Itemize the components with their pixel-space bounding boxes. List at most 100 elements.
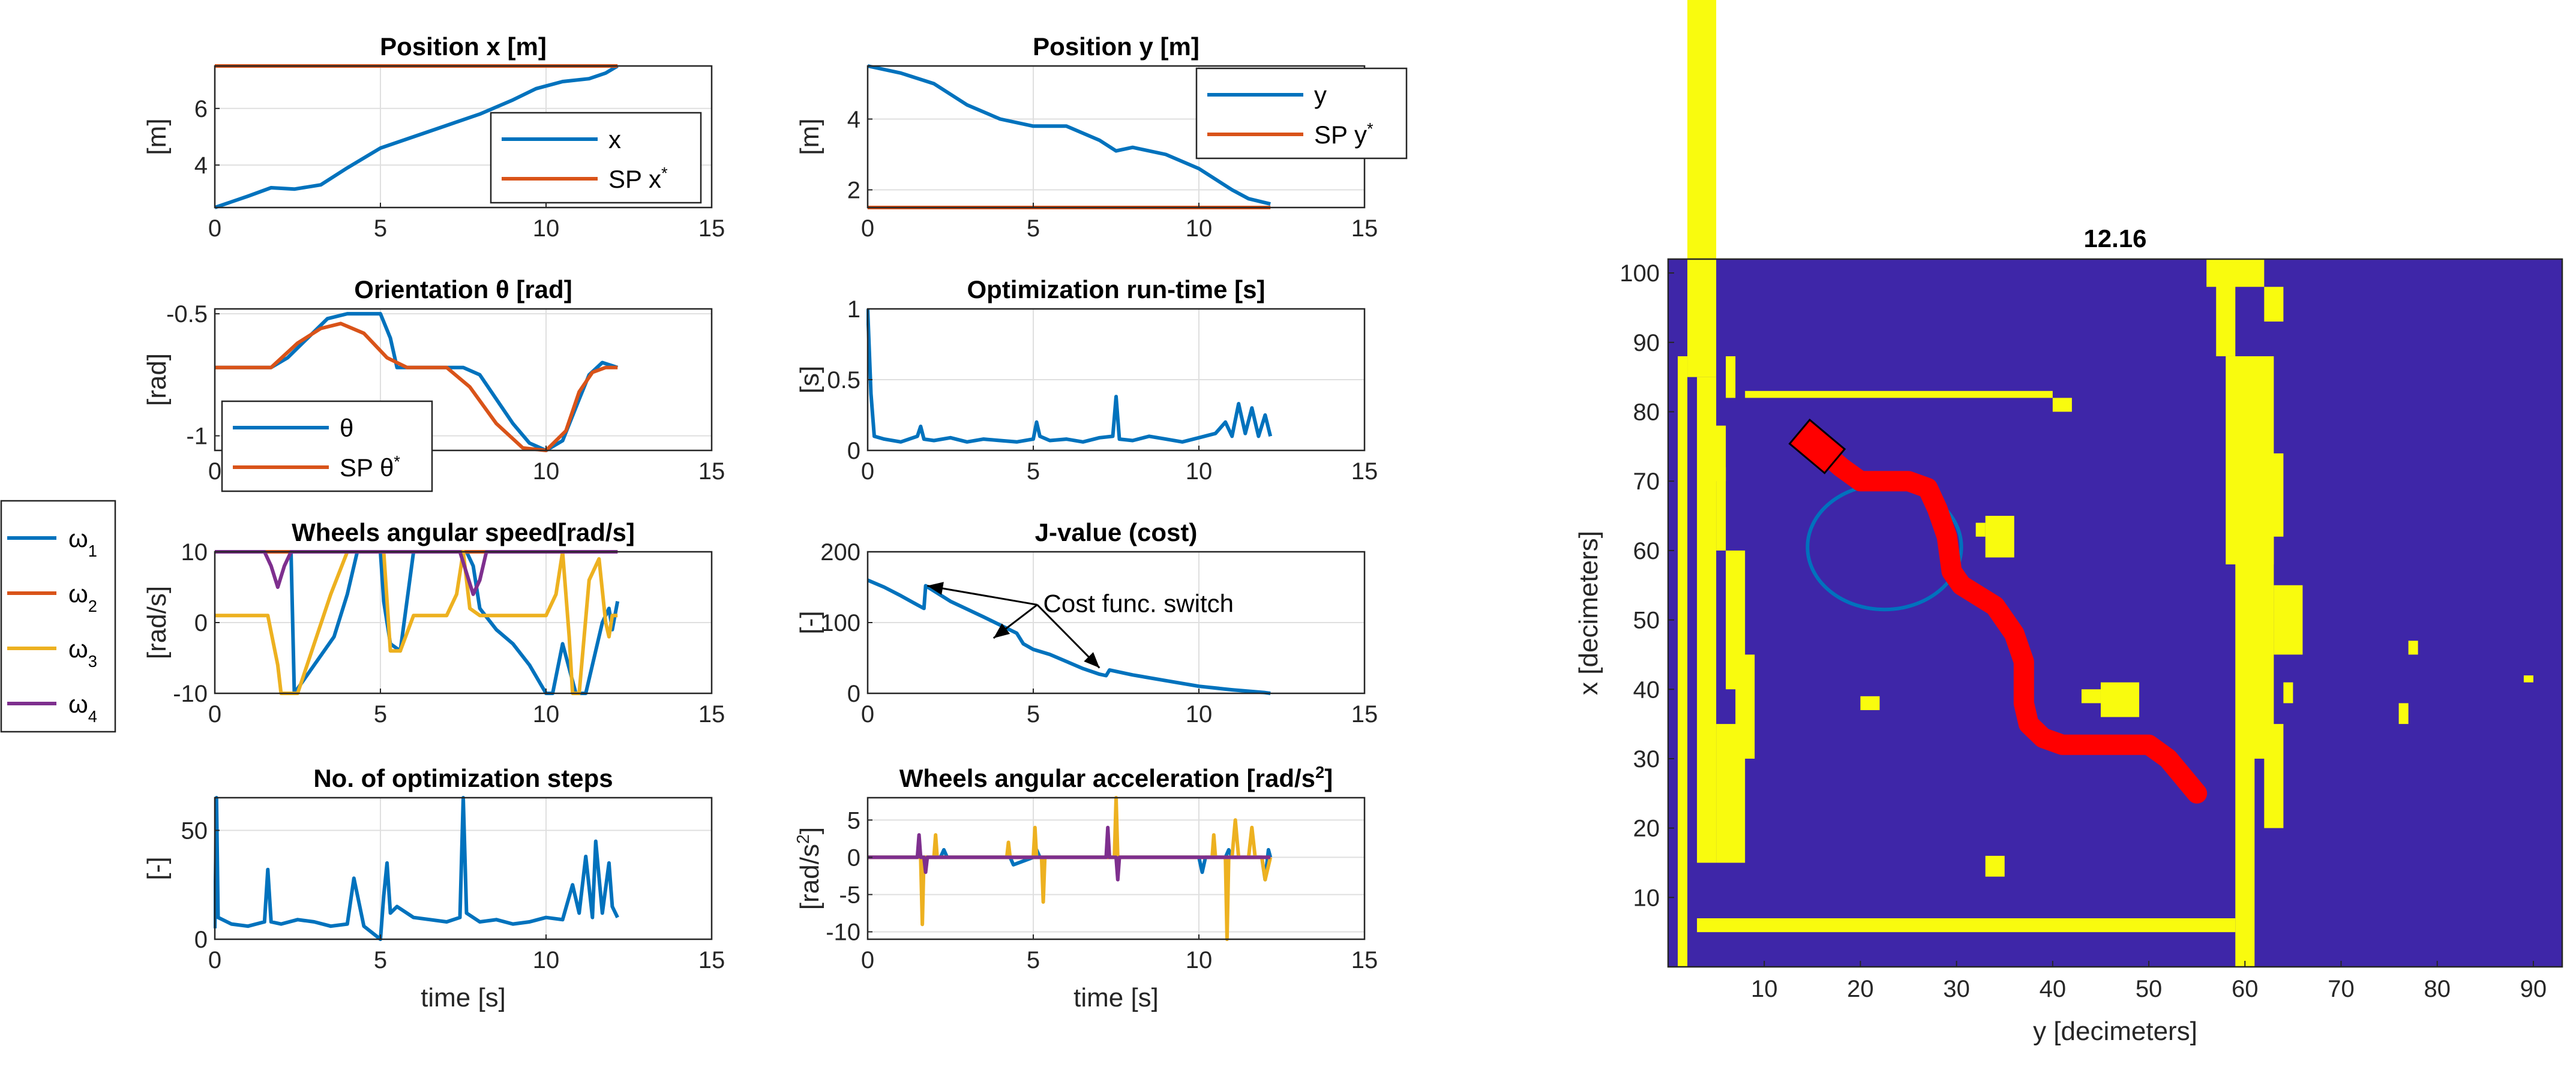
obstacle-cell [1860, 696, 1880, 710]
legend-label-part: ω [68, 524, 88, 552]
subplot-title: Position x [m] [380, 32, 547, 61]
obstacle-cell [1726, 356, 1736, 398]
y-axis-label-part: [-] [795, 611, 824, 634]
x-tick-label: 0 [208, 701, 221, 728]
x-tick-label: 50 [2136, 976, 2163, 1002]
x-tick-label: 5 [374, 947, 387, 973]
annotation-text: Cost func. switch [1043, 589, 1234, 617]
annotation-arrowhead [927, 582, 944, 595]
subplot-title: Orientation θ [rad] [354, 275, 572, 303]
y-axis-label-part: ] [795, 827, 824, 834]
subplot-title: Position y [m] [1033, 32, 1199, 61]
y-tick-label: 6 [194, 96, 208, 122]
y-tick-label: -10 [173, 681, 208, 707]
legend: y SP y* [1195, 67, 1408, 160]
robot-path [1807, 436, 2208, 804]
x-tick-label: 90 [2520, 976, 2547, 1002]
annotation: Cost func. switch [927, 582, 1234, 669]
x-tick-label: 0 [208, 215, 221, 242]
annotation-arrowhead [993, 623, 1010, 638]
series-group [215, 312, 619, 452]
legend-label-part: θ [340, 414, 353, 442]
y-tick-label: 0 [847, 438, 860, 464]
y-tick-label: 40 [1633, 677, 1660, 703]
subplot-7: 0 5 10 15 0 50 No. of optimization steps [-] tim… [142, 764, 725, 1012]
subplot-title: Wheels angular acceleration [rad/s2] [899, 763, 1333, 793]
series-line-y [867, 64, 1271, 206]
legend-box [490, 112, 702, 204]
obstacle-cell [1985, 855, 2005, 877]
subplot-title: J-value (cost) [1035, 518, 1198, 546]
x-tick-label: 5 [1027, 701, 1040, 728]
x-tick-label: 10 [1186, 458, 1213, 485]
subplot-title-part: Orientation θ [rad] [354, 275, 572, 303]
x-tick-label: 30 [1943, 976, 1970, 1002]
series-line-line [866, 308, 1273, 444]
y-tick-label: 4 [847, 107, 860, 133]
legend-label-part: * [661, 164, 668, 182]
obstacle-cell [2081, 689, 2101, 704]
legend-label-part: SP y [1314, 121, 1367, 149]
map-title: 12.16 [2083, 224, 2146, 253]
legend-label: y [1314, 81, 1327, 109]
map-background [1668, 259, 2562, 967]
x-tick-label: 15 [698, 458, 725, 485]
legend-box [1195, 67, 1408, 160]
legend-label: θ [340, 414, 353, 442]
legend-label-part: * [394, 452, 400, 471]
x-tick-label: 15 [1351, 947, 1378, 973]
x-tick-label: 15 [698, 947, 725, 973]
y-axis-label: [rad/s2] [794, 827, 824, 910]
legend-label-part: SP θ [340, 453, 394, 482]
series-line-line [214, 796, 619, 941]
robot-body [1788, 418, 1846, 474]
x-axis-label: time [s] [421, 983, 506, 1012]
obstacle-cell [1735, 654, 1755, 759]
x-tick-label: 0 [861, 215, 874, 242]
obstacle-cell [2274, 585, 2303, 655]
axes-box [866, 797, 1366, 940]
subplot-title-part: ] [1324, 764, 1333, 792]
legend: x SP x* [490, 112, 702, 204]
subplot-4: 0 5 10 15 0 0.5 1 Optimization run-time [s] [s] [795, 275, 1378, 485]
y-tick-label: 100 [820, 610, 860, 636]
y-axis-label-part: 2 [794, 834, 813, 844]
x-axis-label: time [s] [1073, 983, 1159, 1012]
y-tick-label: 60 [1633, 538, 1660, 564]
y-axis-label-part: [m] [142, 118, 172, 155]
x-tick-label: 0 [208, 458, 221, 485]
x-tick-label: 0 [861, 701, 874, 728]
x-tick-label: 40 [2040, 976, 2067, 1002]
y-tick-label: 4 [194, 152, 208, 179]
annotation-arrow [927, 585, 1037, 606]
obstacle-cell [2408, 641, 2418, 655]
obstacle-cell [2100, 682, 2140, 717]
x-tick-label: 0 [208, 947, 221, 973]
y-tick-label: 30 [1633, 746, 1660, 773]
x-tick-label: 60 [2232, 976, 2259, 1002]
y-axis-label: [m] [795, 118, 824, 155]
y-tick-label: 100 [1620, 260, 1660, 287]
series-group [868, 796, 1273, 941]
legend-label: ω4 [68, 690, 97, 726]
obstacle-cell [1697, 918, 2236, 933]
series-line-x [214, 64, 619, 209]
legend-label-part: 4 [88, 707, 97, 726]
y-axis-label-part: [-] [142, 856, 172, 880]
x-tick-label: 0 [861, 458, 874, 485]
legend-label-part: * [1367, 119, 1374, 138]
y-tick-label: 80 [1633, 399, 1660, 426]
axes-box [1667, 258, 2563, 968]
x-tick-label: 5 [1027, 947, 1040, 973]
y-axis-label: [m] [142, 118, 172, 155]
y-axis-label-part: [rad/s [795, 844, 824, 910]
subplot-6: 0 5 10 15 0 100 200 J-value (cost) [-] Cost func.… [795, 518, 1378, 728]
y-tick-label: -0.5 [166, 301, 208, 327]
y-axis-label: [-] [142, 856, 172, 880]
obstacle-cell [2264, 287, 2284, 322]
series-group [866, 578, 1271, 695]
legend-label-part: x [608, 125, 621, 154]
y-tick-label: 0 [847, 844, 860, 871]
y-axis-label: [rad] [142, 353, 172, 406]
